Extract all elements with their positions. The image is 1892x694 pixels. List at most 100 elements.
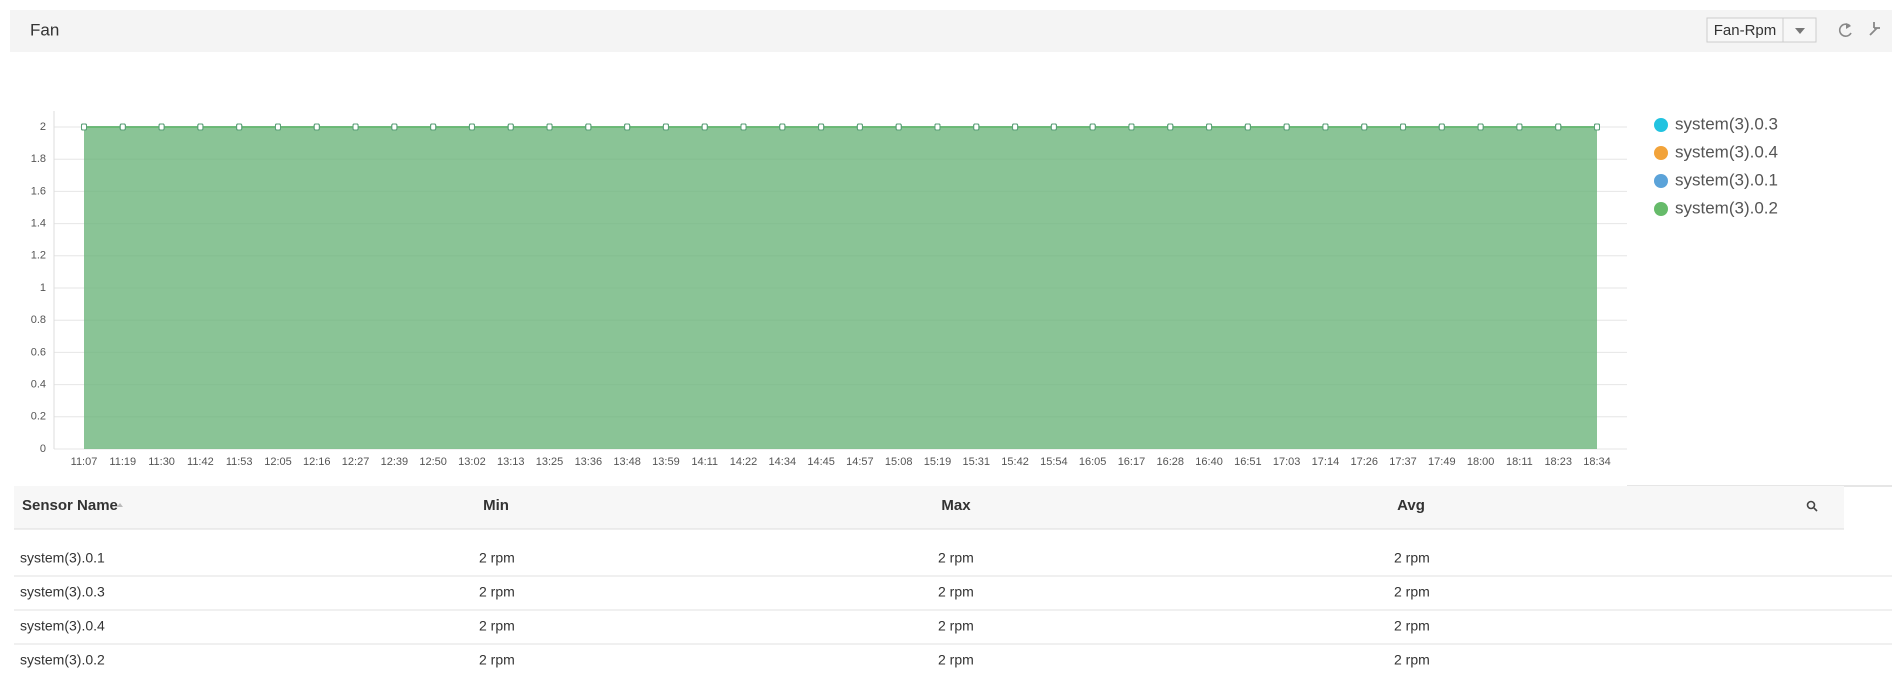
point-marker (391, 123, 398, 131)
table-cell: 2 rpm (479, 652, 515, 668)
y-tick-label: 1 (40, 282, 46, 294)
point-marker (624, 123, 631, 131)
point-marker (1089, 123, 1096, 131)
point-marker (1244, 123, 1251, 131)
point-marker (1516, 123, 1523, 131)
point-marker (1167, 123, 1174, 131)
point-marker (158, 123, 165, 131)
y-tick-label: 1.2 (31, 250, 46, 262)
point-marker (352, 123, 359, 131)
point-marker (1050, 123, 1057, 131)
refresh-icon[interactable] (1838, 23, 1852, 37)
legend-label: system(3).0.1 (1675, 170, 1778, 189)
sort-icon[interactable] (117, 503, 123, 507)
point-marker (1477, 123, 1484, 131)
x-tick-label: 17:49 (1428, 456, 1456, 468)
point-marker (856, 123, 863, 131)
table-cell: 2 rpm (479, 550, 515, 566)
x-tick-label: 12:27 (342, 456, 370, 468)
x-tick-label: 11:07 (71, 456, 98, 468)
x-tick-label: 14:34 (769, 456, 797, 468)
point-marker (973, 123, 980, 131)
point-marker (1206, 123, 1213, 131)
x-tick-label: 13:02 (458, 456, 486, 468)
y-tick-label: 0.8 (31, 314, 46, 326)
y-tick-label: 1.6 (31, 185, 46, 197)
table-cell: system(3).0.3 (20, 584, 105, 600)
point-marker (1128, 123, 1135, 131)
x-tick-label: 15:31 (963, 456, 991, 468)
legend-swatch (1654, 118, 1668, 132)
x-tick-label: 13:25 (536, 456, 564, 468)
point-marker (1400, 123, 1407, 131)
x-tick-label: 18:00 (1467, 456, 1495, 468)
point-marker (779, 123, 786, 131)
x-tick-label: 11:30 (148, 456, 175, 468)
point-marker (81, 123, 87, 131)
table-cell: 2 rpm (938, 618, 974, 634)
table-cell: 2 rpm (938, 550, 974, 566)
x-tick-label: 15:19 (924, 456, 952, 468)
y-tick-label: 0 (40, 443, 46, 455)
legend-label: system(3).0.4 (1675, 142, 1778, 161)
point-marker (1594, 123, 1600, 131)
x-tick-label: 15:08 (885, 456, 913, 468)
x-tick-label: 16:28 (1156, 456, 1184, 468)
point-marker (546, 123, 553, 131)
table-cell: system(3).0.1 (20, 550, 105, 566)
x-tick-label: 11:42 (187, 456, 214, 468)
table-cell: 2 rpm (1394, 584, 1430, 600)
legend-swatch (1654, 174, 1668, 188)
table-header (14, 486, 1844, 529)
x-tick-label: 13:13 (497, 456, 525, 468)
point-marker (585, 123, 592, 131)
point-marker (662, 123, 669, 131)
x-tick-label: 11:53 (226, 456, 253, 468)
x-tick-label: 11:19 (109, 456, 136, 468)
x-tick-label: 12:39 (381, 456, 409, 468)
area (84, 127, 1597, 449)
table-cell: 2 rpm (938, 584, 974, 600)
x-tick-label: 12:16 (303, 456, 331, 468)
point-marker (1012, 123, 1019, 131)
table-cell: 2 rpm (938, 652, 974, 668)
table-cell: 2 rpm (1394, 550, 1430, 566)
point-marker (1361, 123, 1368, 131)
x-tick-label: 12:05 (264, 456, 292, 468)
point-marker (1555, 123, 1562, 131)
table-cell: system(3).0.2 (20, 652, 105, 668)
point-marker (895, 123, 902, 131)
point-marker (740, 123, 747, 131)
x-tick-label: 17:03 (1273, 456, 1301, 468)
collapse-icon[interactable] (1869, 22, 1880, 36)
x-tick-label: 17:26 (1350, 456, 1378, 468)
x-tick-label: 14:45 (807, 456, 835, 468)
x-tick-label: 16:51 (1234, 456, 1262, 468)
x-tick-label: 13:59 (652, 456, 680, 468)
header-bar (10, 10, 1892, 52)
legend-swatch (1654, 202, 1668, 216)
x-tick-label: 17:37 (1389, 456, 1417, 468)
point-marker (818, 123, 825, 131)
point-marker (1283, 123, 1290, 131)
search-icon[interactable] (1806, 500, 1818, 512)
x-tick-label: 17:14 (1312, 456, 1340, 468)
point-marker (236, 123, 243, 131)
y-tick-label: 2 (40, 121, 46, 133)
table-cell: 2 rpm (479, 618, 515, 634)
x-tick-label: 16:40 (1195, 456, 1223, 468)
table-cell: 2 rpm (1394, 618, 1430, 634)
legend-swatch (1654, 146, 1668, 160)
x-tick-label: 18:11 (1506, 456, 1533, 468)
point-marker (1322, 123, 1329, 131)
point-marker (197, 123, 204, 131)
x-tick-label: 12:50 (419, 456, 447, 468)
y-tick-label: 1.8 (31, 153, 46, 165)
x-tick-label: 14:11 (691, 456, 718, 468)
x-tick-label: 14:57 (846, 456, 874, 468)
column-header: Avg (1397, 497, 1425, 514)
x-tick-label: 16:05 (1079, 456, 1107, 468)
point-marker (1438, 123, 1445, 131)
y-tick-label: 0.4 (31, 379, 46, 391)
